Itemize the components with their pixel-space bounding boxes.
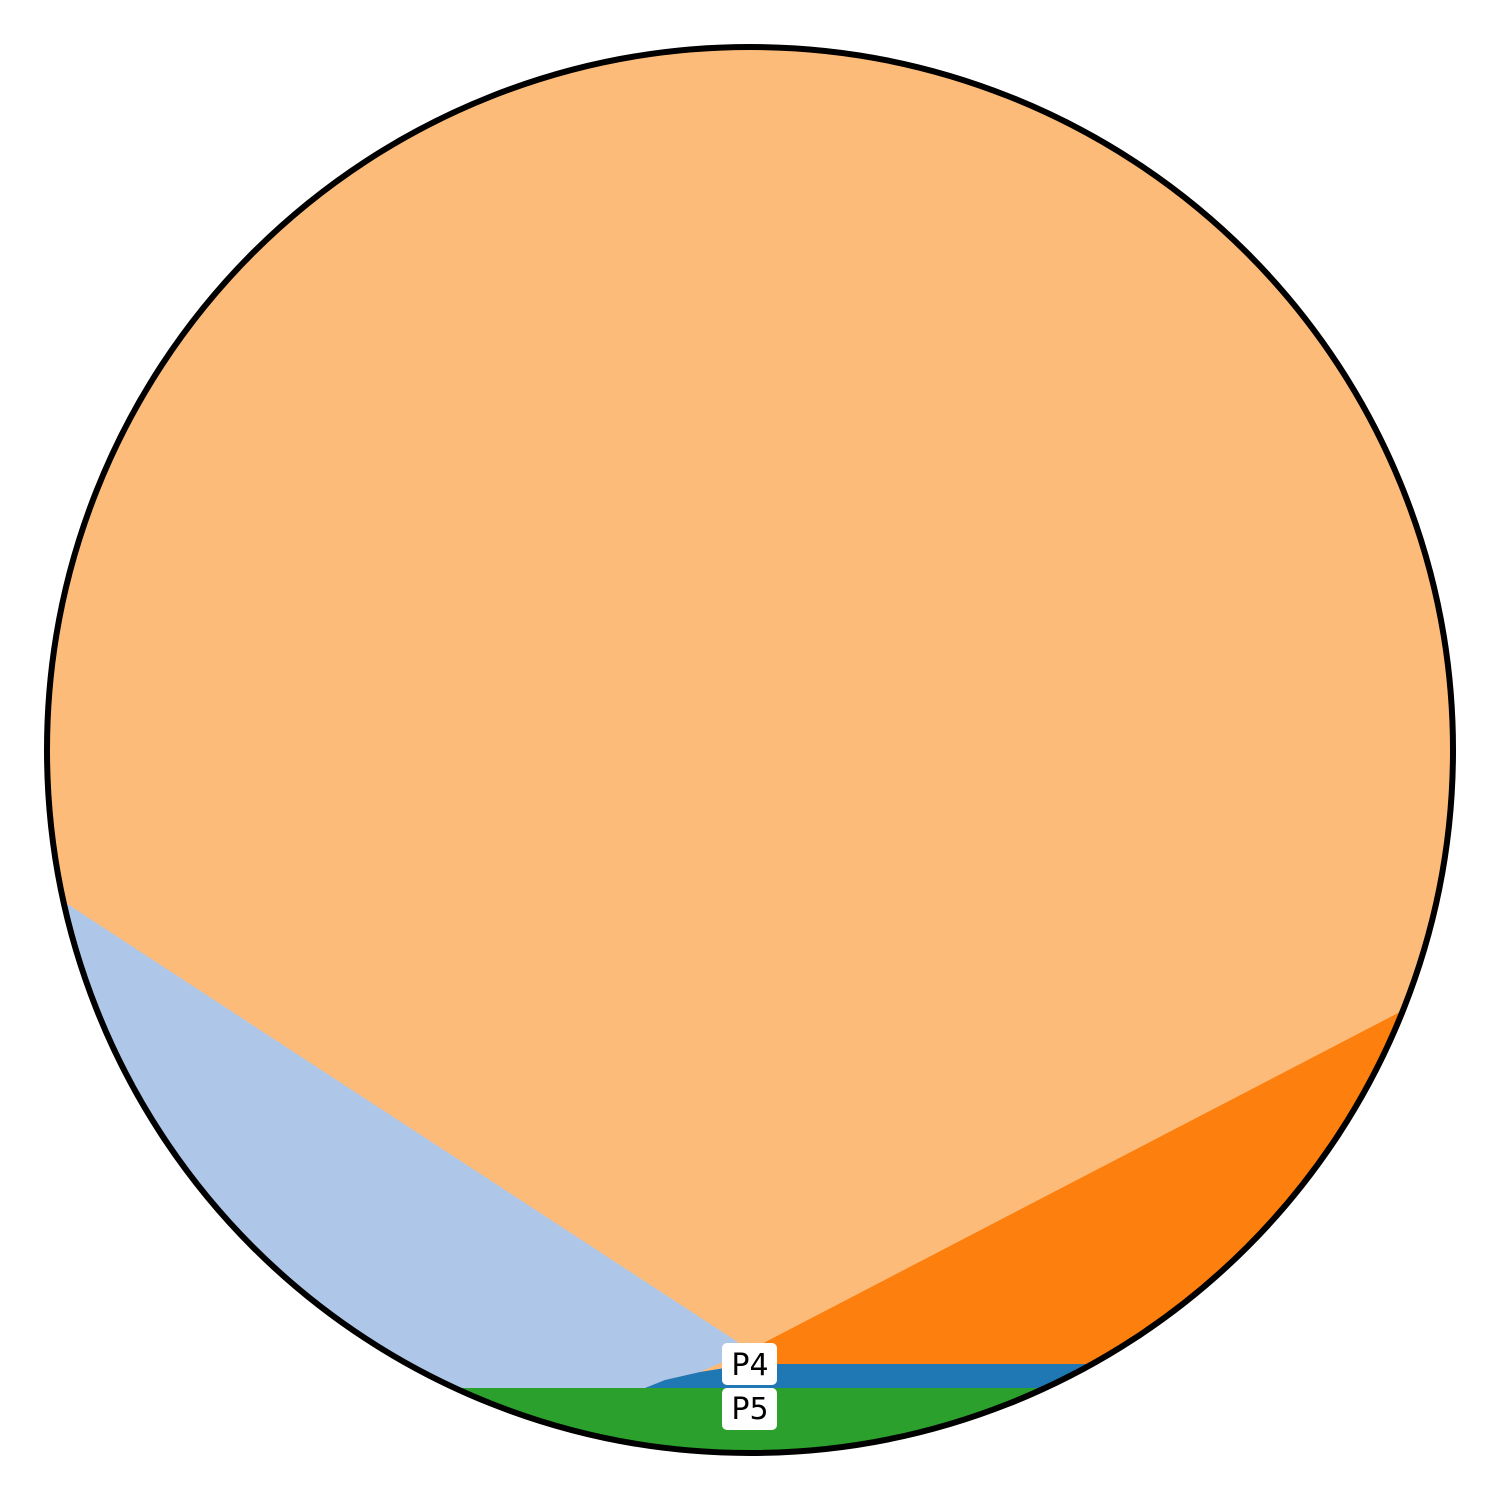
label-p5: P5 xyxy=(731,1392,768,1427)
label-p4: P4 xyxy=(731,1348,768,1383)
label-p5-group: P5 xyxy=(722,1388,777,1430)
label-p4-box xyxy=(722,1343,777,1385)
circle-outline xyxy=(44,44,1456,1456)
label-p4-group: P4 xyxy=(722,1343,777,1385)
label-p5-box xyxy=(722,1388,777,1430)
